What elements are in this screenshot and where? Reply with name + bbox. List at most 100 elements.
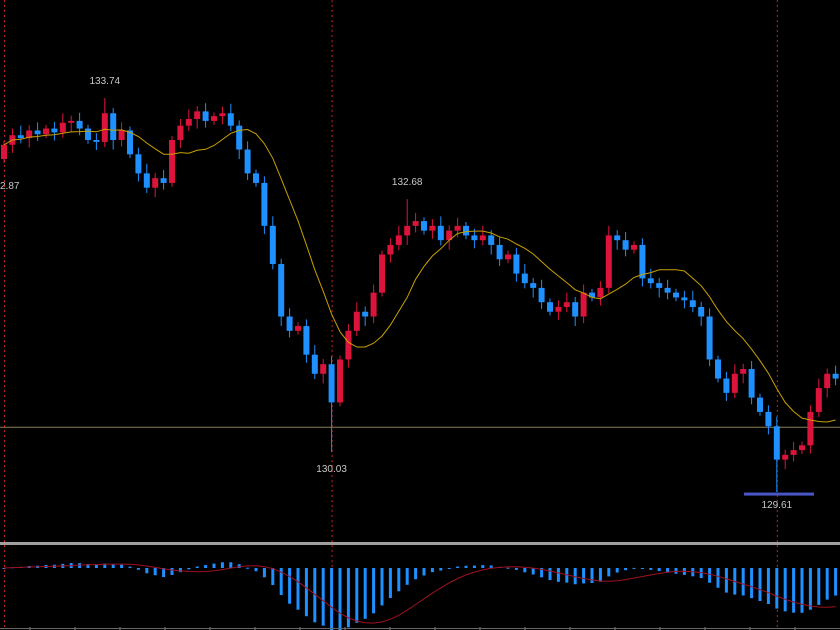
candle-body — [303, 326, 310, 355]
support-marker-bar — [744, 492, 814, 496]
histogram-bar — [304, 568, 308, 617]
histogram-bar — [489, 565, 493, 568]
histogram-bar — [136, 568, 140, 570]
candle-body — [773, 426, 780, 460]
candle-body — [538, 287, 545, 303]
candle-body — [488, 235, 495, 245]
candle-body — [505, 254, 511, 260]
candle-body — [689, 300, 696, 307]
candle-body — [51, 128, 58, 133]
histogram-bar — [246, 567, 250, 569]
histogram-bar — [120, 564, 124, 568]
histogram-bar — [615, 568, 619, 573]
histogram-bar — [86, 564, 90, 568]
histogram-bar — [825, 568, 829, 600]
histogram-bar — [724, 568, 728, 593]
candle-body — [118, 130, 125, 140]
candle-body — [681, 297, 688, 301]
histogram-bar — [178, 568, 182, 573]
candle-body — [311, 354, 318, 374]
candle-body — [757, 397, 763, 412]
candle-body — [698, 306, 705, 317]
histogram-bar — [439, 568, 443, 571]
candle-body — [17, 135, 24, 139]
histogram-bar — [640, 568, 644, 569]
candle-body — [1, 144, 7, 160]
histogram-bar — [145, 568, 149, 574]
candle-body — [748, 368, 755, 398]
candle-body — [295, 326, 301, 331]
histogram-bar — [170, 568, 174, 575]
candle-body — [631, 244, 637, 250]
candle-body — [429, 225, 436, 231]
histogram-bar — [472, 565, 476, 568]
candle-body — [370, 292, 377, 317]
histogram-bar — [296, 568, 300, 610]
histogram-bar — [758, 568, 762, 601]
extreme-price-label: 130.03 — [316, 464, 347, 475]
candle-body — [244, 149, 251, 174]
histogram-bar — [540, 568, 544, 578]
histogram-bar — [237, 564, 241, 568]
candle-body — [824, 373, 831, 389]
histogram-bar — [153, 568, 157, 576]
candle-body — [412, 221, 419, 226]
histogram-bar — [741, 568, 745, 596]
candle-body — [572, 302, 579, 317]
candle-body — [328, 364, 335, 403]
histogram-bar — [405, 568, 409, 585]
candle-body — [832, 373, 839, 379]
histogram-bar — [464, 565, 468, 568]
extreme-price-label: 129.61 — [762, 500, 793, 511]
histogram-bar — [582, 568, 586, 584]
candle-body — [723, 378, 730, 393]
histogram-bar — [397, 568, 401, 592]
candle-body — [269, 225, 276, 265]
candle-body — [110, 113, 117, 140]
histogram-bar — [624, 568, 628, 571]
candle-body — [715, 359, 721, 379]
histogram-bar — [363, 568, 367, 619]
histogram-bar — [808, 568, 812, 610]
histogram-bar — [204, 565, 208, 568]
candle-body — [790, 450, 797, 455]
histogram-bar — [330, 568, 334, 630]
histogram-bar — [414, 568, 418, 580]
candle-body — [782, 454, 789, 460]
candle-body — [555, 306, 562, 312]
histogram-bar — [556, 568, 560, 582]
candle-body — [563, 302, 570, 307]
candle-body — [76, 120, 83, 129]
candle-body — [547, 302, 553, 312]
histogram-bar — [288, 568, 292, 604]
histogram-bar — [262, 568, 266, 578]
candle-body — [43, 128, 49, 135]
candle-body — [143, 173, 150, 188]
candle-body — [605, 235, 612, 288]
candle-body — [530, 283, 537, 288]
candle-body — [26, 130, 33, 139]
histogram-bar — [514, 568, 518, 570]
histogram-bar — [94, 565, 98, 568]
candle-body — [597, 287, 604, 298]
histogram-bar — [372, 568, 376, 614]
candle-body — [479, 235, 486, 241]
candle-body — [59, 122, 66, 133]
histogram-bar — [430, 568, 434, 573]
histogram-bar — [271, 568, 275, 586]
candle-body — [589, 292, 595, 298]
candle-body — [227, 113, 234, 126]
candle-body — [496, 244, 503, 260]
candle-body — [135, 154, 142, 174]
candle-body — [387, 244, 394, 255]
candle-body — [93, 139, 100, 142]
histogram-bar — [708, 568, 712, 583]
candle-body — [379, 254, 385, 293]
candle-body — [185, 118, 192, 126]
candle-body — [815, 388, 822, 412]
histogram-bar — [632, 567, 636, 569]
candle-body — [673, 292, 679, 298]
candle-body — [34, 130, 41, 135]
candle-body — [656, 283, 663, 288]
histogram-bar — [254, 568, 258, 572]
